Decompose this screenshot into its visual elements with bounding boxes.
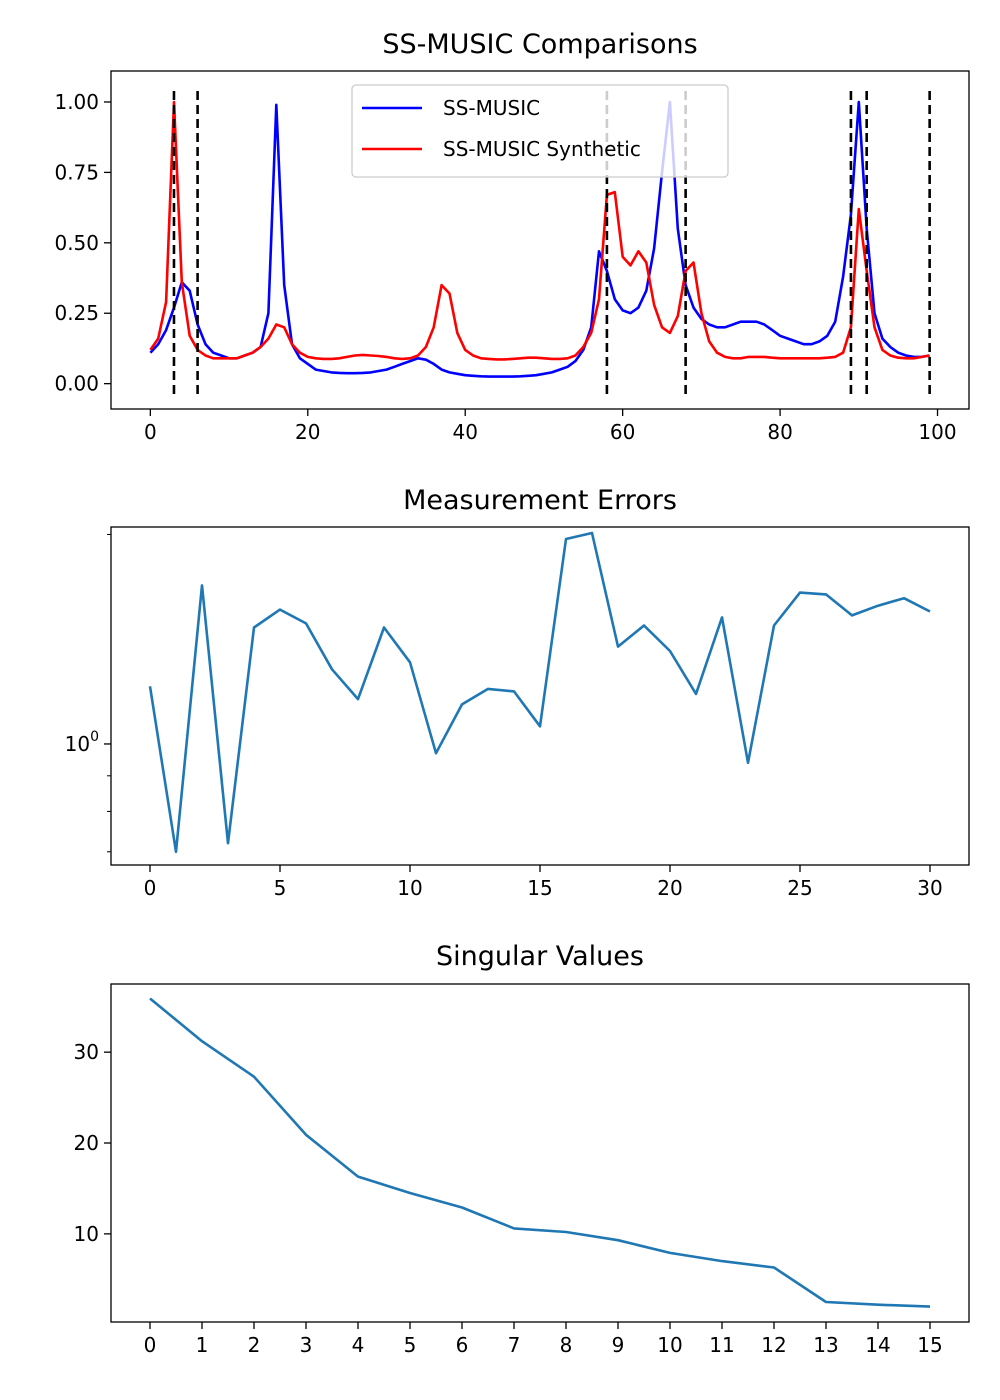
x-tick-label: 5 bbox=[274, 876, 287, 900]
x-tick-label: 3 bbox=[300, 1333, 313, 1357]
y-tick-label: 0.75 bbox=[54, 160, 99, 184]
x-tick-label: 2 bbox=[248, 1333, 261, 1357]
y-tick-label: 10 bbox=[74, 1222, 99, 1246]
x-tick-label: 10 bbox=[397, 876, 422, 900]
axes-frame bbox=[110, 70, 970, 410]
legend-label-ss-music-synthetic: SS-MUSIC Synthetic bbox=[443, 137, 641, 161]
y-tick-label: 1.00 bbox=[54, 90, 99, 114]
plot-area bbox=[149, 997, 931, 1308]
x-tick-label: 60 bbox=[610, 420, 635, 444]
y-axis: 0.00 0.25 0.50 0.75 1.00 bbox=[54, 90, 111, 396]
x-axis: 0 5 10 15 20 25 30 bbox=[144, 865, 943, 900]
x-tick-label: 12 bbox=[761, 1333, 786, 1357]
x-tick-label: 14 bbox=[865, 1333, 890, 1357]
x-tick-label: 0 bbox=[144, 1333, 157, 1357]
x-tick-label: 4 bbox=[352, 1333, 365, 1357]
y-tick-label: 0.50 bbox=[54, 231, 99, 255]
legend: SS-MUSIC SS-MUSIC Synthetic bbox=[351, 84, 729, 178]
series-line bbox=[149, 997, 931, 1308]
chart-title: Singular Values bbox=[436, 941, 644, 972]
x-tick-label: 7 bbox=[508, 1333, 521, 1357]
x-tick-label: 6 bbox=[456, 1333, 469, 1357]
x-tick-label: 30 bbox=[917, 876, 942, 900]
plot-area bbox=[148, 531, 931, 854]
panel-measurement-errors: Measurement Errors 0 5 10 15 20 25 30 100 bbox=[65, 485, 970, 900]
y-axis: 100 bbox=[65, 533, 111, 853]
y-tick-label: 30 bbox=[74, 1040, 99, 1064]
x-axis: 0 20 40 60 80 100 bbox=[144, 409, 957, 444]
x-tick-label: 8 bbox=[560, 1333, 573, 1357]
x-tick-label: 40 bbox=[452, 420, 477, 444]
series-ss-music-synthetic bbox=[149, 100, 930, 361]
x-tick-label: 5 bbox=[404, 1333, 417, 1357]
x-tick-label: 9 bbox=[612, 1333, 625, 1357]
x-tick-label: 13 bbox=[813, 1333, 838, 1357]
legend-box bbox=[351, 84, 729, 178]
y-tick-label: 0.25 bbox=[54, 301, 99, 325]
panel-ss-music-comparisons: SS-MUSIC Comparisons 0 20 40 60 80 100 0.000.… bbox=[54, 29, 970, 444]
x-tick-label: 15 bbox=[917, 1333, 942, 1357]
series-line bbox=[148, 531, 931, 854]
x-tick-label: 1 bbox=[196, 1333, 209, 1357]
x-tick-label: 25 bbox=[787, 876, 812, 900]
chart-title: Measurement Errors bbox=[403, 485, 677, 516]
axes-frame bbox=[110, 526, 970, 866]
x-tick-label: 0 bbox=[144, 876, 157, 900]
chart-title: SS-MUSIC Comparisons bbox=[382, 29, 697, 60]
x-tick-label: 20 bbox=[295, 420, 320, 444]
x-tick-label: 11 bbox=[709, 1333, 734, 1357]
x-axis: 0 1 2 3 4 5 6 7 8 9 10 11 12 13 14 15 bbox=[144, 1322, 943, 1357]
x-tick-label: 0 bbox=[144, 420, 157, 444]
x-tick-label: 10 bbox=[657, 1333, 682, 1357]
series-ss-music bbox=[149, 100, 930, 378]
panel-singular-values: Singular Values 0 1 2 3 4 5 6 7 8 9 10 11 12 13 14 15 1… bbox=[74, 941, 970, 1357]
y-tick-label: 20 bbox=[74, 1131, 99, 1155]
axes-frame bbox=[110, 983, 970, 1323]
x-tick-label: 100 bbox=[918, 420, 956, 444]
legend-label-ss-music: SS-MUSIC bbox=[443, 96, 540, 120]
y-tick-label: 100 bbox=[65, 729, 99, 756]
y-tick-label: 0.00 bbox=[54, 372, 99, 396]
x-tick-label: 20 bbox=[657, 876, 682, 900]
x-tick-label: 15 bbox=[527, 876, 552, 900]
x-tick-label: 80 bbox=[767, 420, 792, 444]
y-axis: 10 20 30 bbox=[74, 1040, 111, 1246]
